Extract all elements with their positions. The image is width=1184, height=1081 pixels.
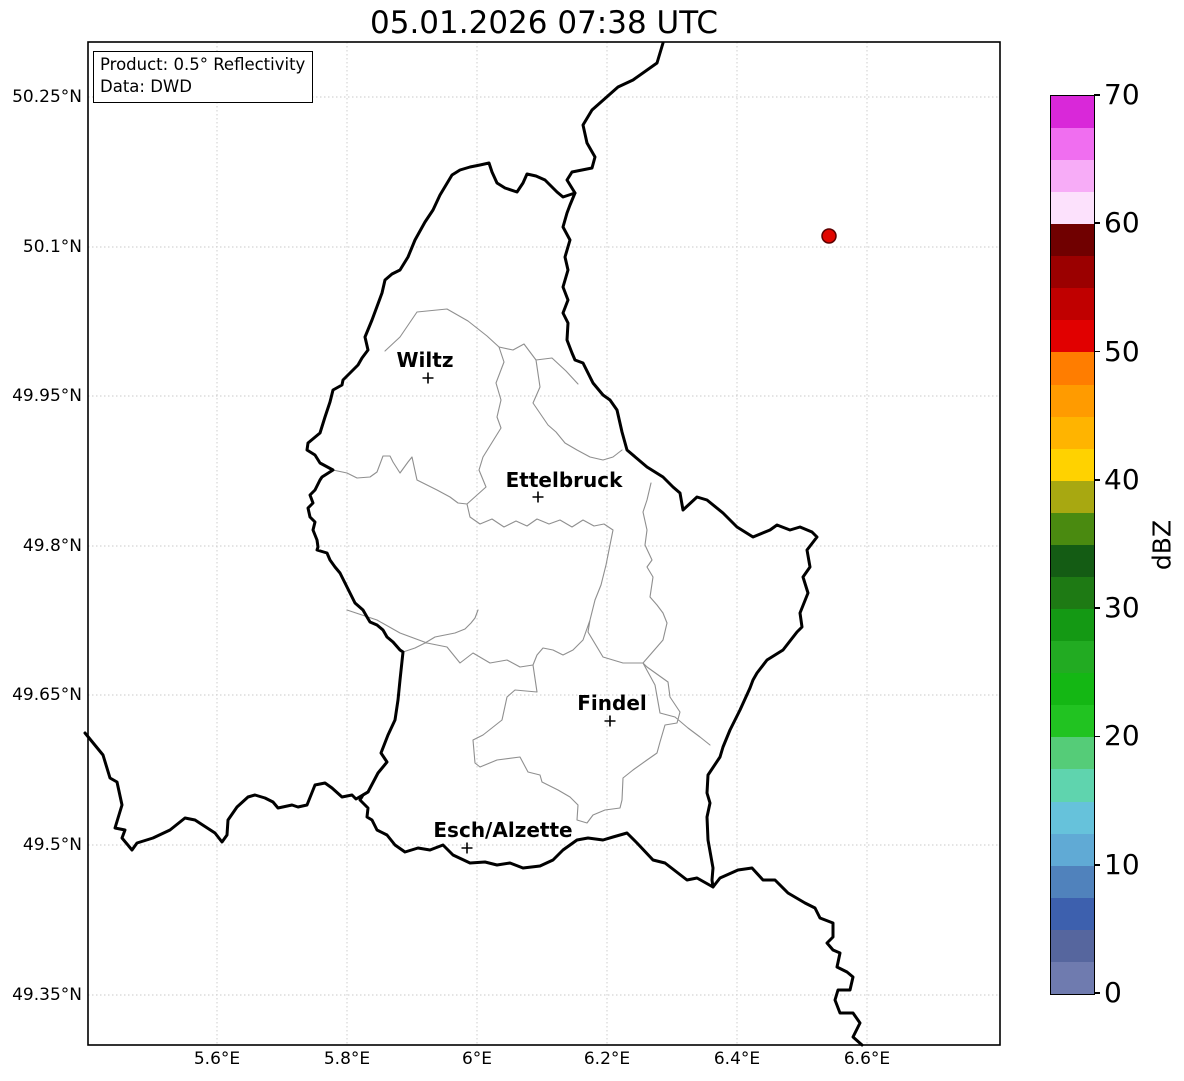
colorbar-band-42.5dbz bbox=[1051, 416, 1094, 449]
city-plus-marker bbox=[422, 372, 434, 384]
colorbar-tick-mark bbox=[1094, 479, 1100, 481]
product-annotation-box: Product: 0.5° Reflectivity Data: DWD bbox=[93, 51, 314, 103]
y-axis-tick-label: 49.5°N bbox=[22, 835, 82, 855]
colorbar-tick-label: 70 bbox=[1104, 78, 1140, 111]
colorbar-band-67.5dbz bbox=[1051, 95, 1094, 128]
belgium-germany-border bbox=[565, 41, 665, 195]
colorbar-tick-label: 0 bbox=[1104, 976, 1122, 1009]
x-axis-tick-label: 6.2°E bbox=[583, 1049, 631, 1069]
x-axis-tick-label: 5.8°E bbox=[323, 1049, 371, 1069]
colorbar-unit-label: dBZ bbox=[1147, 519, 1177, 571]
colorbar-band-57.5dbz bbox=[1051, 224, 1094, 257]
colorbar-band-2.5dbz bbox=[1051, 929, 1094, 962]
colorbar-band-47.5dbz bbox=[1051, 352, 1094, 385]
country-borders bbox=[83, 41, 864, 1047]
colorbar-band-27.5dbz bbox=[1051, 609, 1094, 642]
city-plus-marker bbox=[461, 842, 473, 854]
colorbar-tick-mark bbox=[1094, 992, 1100, 994]
y-axis-tick-label: 49.95°N bbox=[12, 386, 82, 406]
colorbar-band-32.5dbz bbox=[1051, 544, 1094, 577]
city-label: Esch/Alzette bbox=[433, 818, 572, 842]
y-axis-tick-label: 49.8°N bbox=[22, 536, 82, 556]
district-borders bbox=[306, 308, 711, 824]
city-plus-marker bbox=[604, 715, 616, 727]
colorbar-band-65dbz bbox=[1051, 127, 1094, 160]
colorbar-band-17.5dbz bbox=[1051, 737, 1094, 770]
colorbar-band-60dbz bbox=[1051, 192, 1094, 225]
colorbar-band-25dbz bbox=[1051, 641, 1094, 674]
reflectivity-colorbar bbox=[1050, 95, 1095, 995]
x-axis-tick-label: 6°E bbox=[461, 1049, 493, 1069]
x-axis-tick-label: 6.4°E bbox=[713, 1049, 761, 1069]
colorbar-tick-label: 40 bbox=[1104, 462, 1140, 496]
colorbar-band-37.5dbz bbox=[1051, 480, 1094, 513]
colorbar-tick-label: 20 bbox=[1104, 719, 1140, 753]
colorbar-band-5dbz bbox=[1051, 897, 1094, 930]
plot-title: 05.01.2026 07:38 UTC bbox=[370, 5, 718, 41]
y-axis-tick-label: 50.25°N bbox=[12, 87, 82, 107]
colorbar-band-45dbz bbox=[1051, 384, 1094, 417]
colorbar-band-15dbz bbox=[1051, 769, 1094, 802]
district-border-path bbox=[306, 308, 711, 824]
colorbar-band-20dbz bbox=[1051, 705, 1094, 738]
colorbar-tick-label: 10 bbox=[1104, 847, 1140, 881]
colorbar-band-50dbz bbox=[1051, 320, 1094, 353]
city-label: Ettelbruck bbox=[506, 468, 623, 492]
plot-border bbox=[87, 41, 1001, 1046]
radar-echo-dot bbox=[821, 228, 837, 244]
colorbar-tick-mark bbox=[1094, 607, 1100, 609]
x-axis-tick-label: 6.6°E bbox=[843, 1049, 891, 1069]
y-axis-tick-label: 49.35°N bbox=[12, 985, 82, 1005]
y-axis-tick-label: 50.1°N bbox=[22, 237, 82, 257]
colorbar-band-55dbz bbox=[1051, 256, 1094, 289]
annotation-data-line: Data: DWD bbox=[100, 76, 192, 96]
city-plus-marker bbox=[532, 491, 544, 503]
colorbar-band-10dbz bbox=[1051, 833, 1094, 866]
colorbar-tick-label: 30 bbox=[1104, 591, 1140, 625]
colorbar-band-22.5dbz bbox=[1051, 673, 1094, 706]
colorbar-tick-mark bbox=[1094, 863, 1100, 866]
luxembourg-border bbox=[305, 161, 819, 889]
y-axis-tick-label: 49.65°N bbox=[12, 685, 82, 705]
colorbar-band-12.5dbz bbox=[1051, 801, 1094, 834]
radar-echo-layer bbox=[821, 228, 837, 244]
colorbar-band-0dbz bbox=[1051, 961, 1094, 994]
colorbar-band-7.5dbz bbox=[1051, 865, 1094, 898]
colorbar-tick-mark bbox=[1094, 222, 1100, 225]
annotation-product-line: Product: 0.5° Reflectivity bbox=[100, 55, 306, 74]
city-label: Findel bbox=[577, 691, 647, 715]
colorbar-tick-mark bbox=[1094, 350, 1100, 353]
colorbar-band-52.5dbz bbox=[1051, 288, 1094, 321]
grid-lines bbox=[88, 42, 1000, 1045]
france-belgium-border bbox=[83, 731, 370, 852]
city-markers-layer: Wiltz Ettelbruck Findel Esch/Alzette bbox=[397, 348, 647, 854]
colorbar-tick-label: 50 bbox=[1104, 334, 1140, 368]
france-germany-border bbox=[711, 866, 864, 1047]
x-axis-tick-label: 5.6°E bbox=[193, 1049, 241, 1069]
colorbar-band-30dbz bbox=[1051, 576, 1094, 610]
colorbar-band-35dbz bbox=[1051, 512, 1094, 545]
colorbar-band-62.5dbz bbox=[1051, 159, 1094, 193]
city-label: Wiltz bbox=[397, 348, 454, 372]
colorbar-tick-label: 60 bbox=[1104, 206, 1140, 240]
colorbar-band-40dbz bbox=[1051, 448, 1094, 481]
colorbar-tick-mark bbox=[1094, 94, 1100, 96]
colorbar-tick-mark bbox=[1094, 735, 1100, 738]
